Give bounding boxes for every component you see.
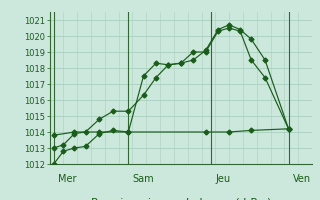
Text: Sam: Sam (132, 174, 154, 184)
Text: Mer: Mer (58, 174, 76, 184)
Text: Ven: Ven (293, 174, 311, 184)
Text: Pression niveau de la mer( hPa ): Pression niveau de la mer( hPa ) (91, 197, 271, 200)
Text: Jeu: Jeu (215, 174, 230, 184)
